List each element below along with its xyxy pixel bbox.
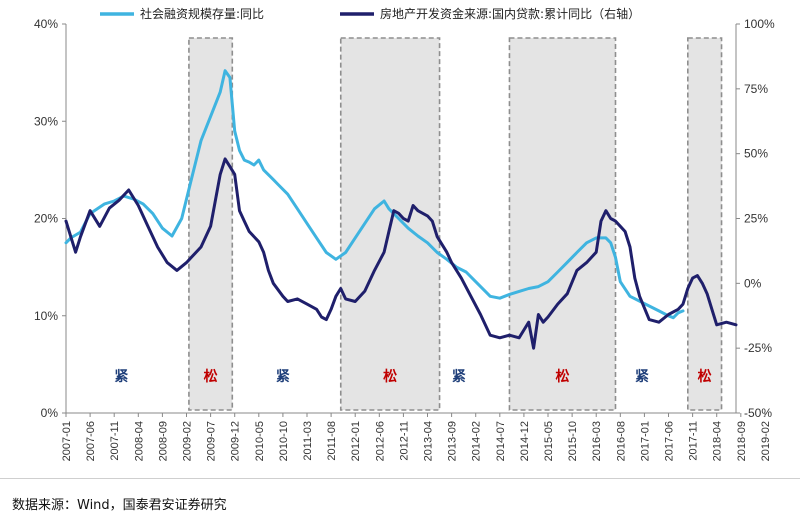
x-tick-label: 2016-08 — [615, 421, 627, 461]
region-label-5: 松 — [555, 368, 569, 385]
x-tick-label: 2018-04 — [712, 421, 724, 461]
x-tick-label: 2013-09 — [447, 421, 459, 461]
x-tick-label: 2017-06 — [664, 421, 676, 461]
right-tick-label: -25% — [744, 341, 772, 355]
shaded-region-5 — [508, 37, 617, 411]
left-tick-label: 0% — [41, 406, 59, 420]
series-line-1 — [64, 157, 738, 350]
x-tick-label: 2011-08 — [326, 421, 338, 461]
right-tick-label: -50% — [744, 406, 772, 420]
legend: 社会融资规模存量:同比 房地产开发资金来源:国内贷款:累计同比（右轴） — [100, 6, 640, 21]
x-tick-label: 2014-12 — [519, 421, 531, 461]
x-tick-label: 2018-09 — [736, 421, 748, 461]
shaded-region-7 — [686, 37, 723, 411]
right-tick-label: 0% — [744, 276, 762, 290]
x-tick-label: 2012-11 — [398, 421, 410, 461]
x-tick-label: 2009-12 — [230, 421, 242, 461]
x-tick-label: 2008-09 — [157, 421, 169, 461]
x-tick-label: 2007-06 — [85, 421, 97, 461]
region-annotations: 紧松紧松紧松紧松 — [114, 368, 711, 385]
region-label-1: 松 — [204, 368, 218, 385]
left-tick-label: 20% — [34, 212, 58, 226]
region-label-4: 紧 — [452, 369, 466, 385]
x-tick-label: 2008-04 — [133, 421, 145, 461]
series-line-0 — [64, 69, 685, 320]
region-label-2: 紧 — [276, 369, 290, 385]
x-tick-label: 2016-03 — [591, 421, 603, 461]
x-tick-label: 2015-10 — [567, 421, 579, 461]
x-tick-label: 2011-03 — [302, 421, 314, 461]
x-tick-label: 2010-10 — [278, 421, 290, 461]
x-tick-label: 2015-05 — [543, 421, 555, 461]
x-tick-label: 2009-02 — [182, 421, 194, 461]
right-tick-label: 100% — [744, 17, 775, 31]
legend-label-1: 房地产开发资金来源:国内贷款:累计同比（右轴） — [380, 6, 640, 21]
left-tick-label: 40% — [34, 17, 58, 31]
region-label-6: 紧 — [635, 369, 649, 385]
x-tick-label: 2019-02 — [760, 421, 772, 461]
shaded-regions — [188, 37, 723, 411]
x-tick-label: 2014-07 — [495, 421, 507, 461]
source-note: 数据来源：Wind，国泰君安证券研究 — [12, 498, 227, 513]
x-tick-label: 2012-01 — [350, 421, 362, 461]
region-label-0: 紧 — [114, 369, 128, 385]
chart: 0% 10% 20% 30% 40% -50% -25% 0% 25% 50% 75% 100% 200… — [34, 6, 775, 461]
region-label-3: 松 — [383, 368, 397, 385]
legend-label-0: 社会融资规模存量:同比 — [140, 6, 264, 21]
series-lines — [64, 69, 738, 350]
x-tick-label: 2012-06 — [374, 421, 386, 461]
x-tick-label: 2017-01 — [639, 421, 651, 461]
x-tick-label: 2007-11 — [109, 421, 121, 461]
x-tick-label: 2017-11 — [688, 421, 700, 461]
right-tick-label: 75% — [744, 82, 768, 96]
footer-divider — [0, 478, 800, 479]
x-tick-label: 2014-02 — [471, 421, 483, 461]
right-tick-label: 25% — [744, 212, 768, 226]
axes: 0% 10% 20% 30% 40% -50% -25% 0% 25% 50% 75% 100% 200… — [34, 17, 775, 461]
x-tick-label: 2007-01 — [61, 421, 73, 461]
x-tick-label: 2009-07 — [206, 421, 218, 461]
left-tick-label: 10% — [34, 309, 58, 323]
left-tick-label: 30% — [34, 114, 58, 128]
region-label-7: 松 — [698, 368, 712, 385]
x-tick-label: 2013-04 — [423, 421, 435, 461]
x-tick-label: 2010-05 — [254, 421, 266, 461]
right-tick-label: 50% — [744, 147, 768, 161]
